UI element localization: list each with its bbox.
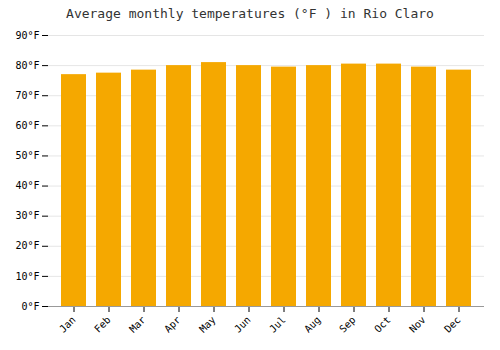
svg-text:70°F: 70°F <box>15 90 39 101</box>
svg-text:Sep: Sep <box>337 314 358 335</box>
svg-text:May: May <box>197 314 218 335</box>
svg-text:Oct: Oct <box>372 314 393 335</box>
svg-text:30°F: 30°F <box>15 210 39 221</box>
svg-text:80°F: 80°F <box>15 60 39 71</box>
svg-text:90°F: 90°F <box>15 30 39 41</box>
svg-text:Aug: Aug <box>302 314 323 335</box>
svg-text:50°F: 50°F <box>15 150 39 161</box>
svg-text:Feb: Feb <box>92 314 113 335</box>
html-text:Average monthly temperatures (: Average monthly temperatures (°F ) in Ri… <box>66 6 434 21</box>
svg-text:0°F: 0°F <box>21 301 39 312</box>
svg-text:Jul: Jul <box>267 314 288 335</box>
svg-text:Dec: Dec <box>442 314 463 335</box>
svg-text:Jun: Jun <box>232 314 253 335</box>
svg-text:10°F: 10°F <box>15 271 39 282</box>
svg-text:40°F: 40°F <box>15 180 39 191</box>
svg-text:60°F: 60°F <box>15 120 39 131</box>
svg-text:Apr: Apr <box>162 314 183 335</box>
svg-text:Nov: Nov <box>407 314 428 335</box>
svg-text:20°F: 20°F <box>15 240 39 251</box>
svg-text:Jan: Jan <box>57 314 78 335</box>
svg-text:Mar: Mar <box>127 314 148 335</box>
